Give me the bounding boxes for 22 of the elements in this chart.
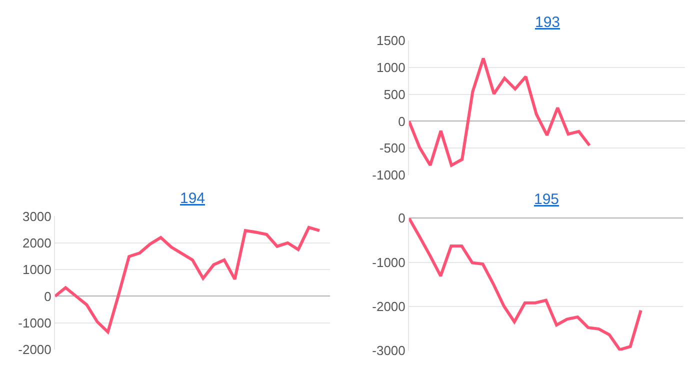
- y-tick-label: 1500: [376, 33, 406, 48]
- chart-title: 194: [180, 190, 206, 207]
- y-tick-label: 0: [398, 114, 406, 129]
- y-tick-label: -2000: [18, 342, 52, 358]
- y-tick-label: 0: [398, 210, 406, 226]
- line-series: [409, 218, 642, 351]
- y-tick-label: 1000: [376, 60, 406, 76]
- chart-title: 193: [535, 14, 560, 31]
- y-tick-label: -2000: [372, 298, 406, 314]
- line-series: [55, 226, 321, 334]
- y-tick-label: 500: [384, 86, 406, 102]
- y-tick-label: -1000: [372, 167, 406, 182]
- y-tick-label: 3000: [22, 208, 52, 224]
- y-tick-label: 1000: [22, 262, 52, 278]
- chart-title: 195: [534, 191, 560, 208]
- y-tick-label: 0: [44, 288, 52, 304]
- y-tick-label: -1000: [372, 254, 406, 270]
- y-tick-label: -3000: [372, 343, 406, 358]
- y-tick-label: 2000: [22, 235, 52, 250]
- line-series: [409, 56, 591, 167]
- y-tick-label: -1000: [18, 315, 52, 330]
- y-tick-label: -500: [379, 140, 406, 156]
